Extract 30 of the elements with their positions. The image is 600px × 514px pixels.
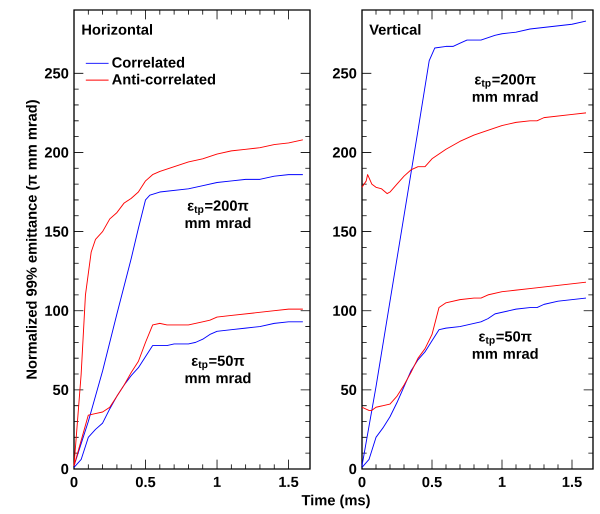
y-tick-label: 250 xyxy=(332,68,356,78)
x-tick-label: 1.5 xyxy=(562,476,582,488)
y-tick-label: 100 xyxy=(45,306,68,316)
y-tick-label: 0 xyxy=(61,464,68,474)
y-tick-label: 200 xyxy=(332,147,356,158)
x-tick-label: 1.5 xyxy=(279,476,298,488)
y-axis-title: Normalized 99% emittance (π mm mrad) xyxy=(26,100,40,379)
x-tick-label: 0 xyxy=(70,476,78,488)
annotation: ε$_{tp}$=200π mm mrad xyxy=(472,74,538,102)
legend-label: Correlated xyxy=(112,56,184,68)
y-tick-label: 150 xyxy=(333,226,356,237)
y-tick-label: 100 xyxy=(333,306,356,316)
legend-label: Anti-correlated xyxy=(112,74,216,85)
y-tick-label: 150 xyxy=(45,226,68,237)
x-tick-label: 0.5 xyxy=(136,476,156,488)
x-axis-title: Time (ms) xyxy=(302,494,370,508)
y-tick-label: 250 xyxy=(44,68,68,79)
annotation: ε$_{tp}$=50π mm mrad xyxy=(472,331,538,359)
y-tick-label: 200 xyxy=(44,147,68,158)
annotation: ε$_{tp}$=50π mm mrad xyxy=(186,356,250,384)
x-tick-label: 1 xyxy=(214,476,221,487)
x-tick-label: 0 xyxy=(358,476,366,488)
y-tick-label: 50 xyxy=(340,384,356,396)
y-tick-label: 0 xyxy=(349,464,356,474)
x-tick-label: 1 xyxy=(498,476,506,487)
text: Vertical xyxy=(369,24,420,35)
text: Horizontal xyxy=(82,24,152,35)
y-tick-label: 50 xyxy=(52,384,68,396)
x-tick-label: 0.5 xyxy=(422,476,442,488)
annotation: ε$_{tp}$=200π mm mrad xyxy=(186,200,250,228)
